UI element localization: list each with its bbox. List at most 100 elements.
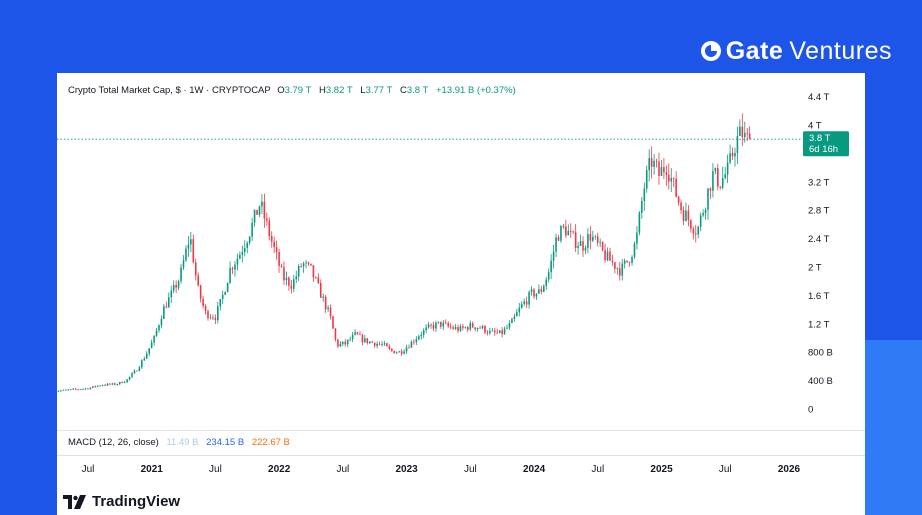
candle-body[interactable] <box>611 260 614 263</box>
candle-body[interactable] <box>444 322 447 324</box>
candle-body[interactable] <box>158 325 160 331</box>
candle-body[interactable] <box>525 301 528 305</box>
candle-body[interactable] <box>668 174 670 182</box>
candle-body[interactable] <box>471 323 474 328</box>
candle-body[interactable] <box>432 325 435 329</box>
candle-body[interactable] <box>746 132 749 134</box>
candle-body[interactable] <box>726 162 729 175</box>
candle-body[interactable] <box>518 307 521 313</box>
candle-body[interactable] <box>731 153 734 157</box>
candle-body[interactable] <box>121 381 124 384</box>
candle-body[interactable] <box>356 332 359 335</box>
candle-body[interactable] <box>638 212 641 233</box>
candle-body[interactable] <box>118 381 121 385</box>
candle-body[interactable] <box>258 206 261 215</box>
candle-body[interactable] <box>734 152 736 157</box>
candle-body[interactable] <box>96 385 99 387</box>
candle-body[interactable] <box>359 334 361 336</box>
candle-body[interactable] <box>270 236 273 242</box>
candle-body[interactable] <box>109 383 111 385</box>
candle-body[interactable] <box>263 201 266 219</box>
candle-body[interactable] <box>209 317 212 319</box>
candle-body[interactable] <box>67 389 70 391</box>
candle-body[interactable] <box>501 330 503 334</box>
candle-body[interactable] <box>462 326 464 328</box>
candle-body[interactable] <box>692 228 695 234</box>
candle-body[interactable] <box>717 168 719 187</box>
candle-body[interactable] <box>175 284 177 288</box>
candle-body[interactable] <box>724 174 726 179</box>
candle-body[interactable] <box>150 342 153 349</box>
candle-body[interactable] <box>567 231 570 236</box>
candle-body[interactable] <box>422 330 425 335</box>
candle-body[interactable] <box>584 247 587 251</box>
candle-body[interactable] <box>368 341 371 344</box>
candle-body[interactable] <box>533 289 535 297</box>
candle-body[interactable] <box>60 390 62 392</box>
candle-body[interactable] <box>180 267 182 282</box>
candle-body[interactable] <box>65 389 67 391</box>
candle-body[interactable] <box>670 178 673 182</box>
candle-body[interactable] <box>87 388 89 390</box>
candle-body[interactable] <box>484 325 486 333</box>
candle-body[interactable] <box>69 389 72 390</box>
candle-body[interactable] <box>555 237 557 252</box>
candle-body[interactable] <box>116 384 119 385</box>
candle-body[interactable] <box>410 341 413 348</box>
candle-body[interactable] <box>707 188 709 210</box>
candle-body[interactable] <box>481 325 484 328</box>
candle-body[interactable] <box>403 351 405 354</box>
candle-body[interactable] <box>587 234 589 248</box>
candle-body[interactable] <box>111 383 114 385</box>
candle-body[interactable] <box>486 332 489 334</box>
candle-body[interactable] <box>187 244 190 249</box>
candle-body[interactable] <box>256 209 258 215</box>
market-cap-chart[interactable]: 0 400 B 800 B 1.2 T 1.6 T 2 T 2.4 T 2.8 T 3.2 T 4… <box>57 73 865 515</box>
candle-body[interactable] <box>452 327 454 329</box>
candle-body[interactable] <box>535 293 538 297</box>
candle-body[interactable] <box>476 327 479 330</box>
candle-body[interactable] <box>550 260 552 273</box>
candle-body[interactable] <box>322 296 325 298</box>
candle-body[interactable] <box>660 167 663 176</box>
candle-body[interactable] <box>62 389 65 391</box>
candle-body[interactable] <box>609 251 611 261</box>
candle-body[interactable] <box>266 218 268 221</box>
candle-body[interactable] <box>273 241 275 248</box>
candle-body[interactable] <box>324 296 327 310</box>
candle-body[interactable] <box>204 305 207 312</box>
candle-body[interactable] <box>364 338 366 343</box>
candle-body[interactable] <box>739 126 741 137</box>
candle-body[interactable] <box>351 334 354 340</box>
candle-body[interactable] <box>155 330 158 336</box>
candle-body[interactable] <box>616 268 619 269</box>
candle-body[interactable] <box>574 232 577 248</box>
candle-body[interactable] <box>383 343 386 345</box>
candle-body[interactable] <box>297 265 300 277</box>
candle-body[interactable] <box>663 167 665 173</box>
candle-body[interactable] <box>170 290 173 298</box>
candle-body[interactable] <box>645 170 648 189</box>
candle-body[interactable] <box>106 383 109 386</box>
candle-body[interactable] <box>579 241 582 246</box>
candle-body[interactable] <box>391 348 393 351</box>
candle-body[interactable] <box>665 172 668 175</box>
candle-body[interactable] <box>82 388 84 390</box>
candle-body[interactable] <box>307 262 310 264</box>
candle-body[interactable] <box>283 267 285 281</box>
candle-body[interactable] <box>349 339 351 341</box>
candle-body[interactable] <box>540 289 543 292</box>
candle-body[interactable] <box>618 268 621 276</box>
candle-body[interactable] <box>503 328 506 334</box>
candle-body[interactable] <box>310 263 312 266</box>
candle-body[interactable] <box>572 231 575 233</box>
candle-body[interactable] <box>295 276 298 280</box>
candle-body[interactable] <box>207 311 209 319</box>
candle-body[interactable] <box>653 160 655 167</box>
candle-body[interactable] <box>128 376 131 380</box>
candle-body[interactable] <box>690 220 692 229</box>
candle-body[interactable] <box>643 188 646 201</box>
candle-body[interactable] <box>278 252 280 266</box>
candle-body[interactable] <box>241 252 244 255</box>
candle-body[interactable] <box>582 241 584 251</box>
